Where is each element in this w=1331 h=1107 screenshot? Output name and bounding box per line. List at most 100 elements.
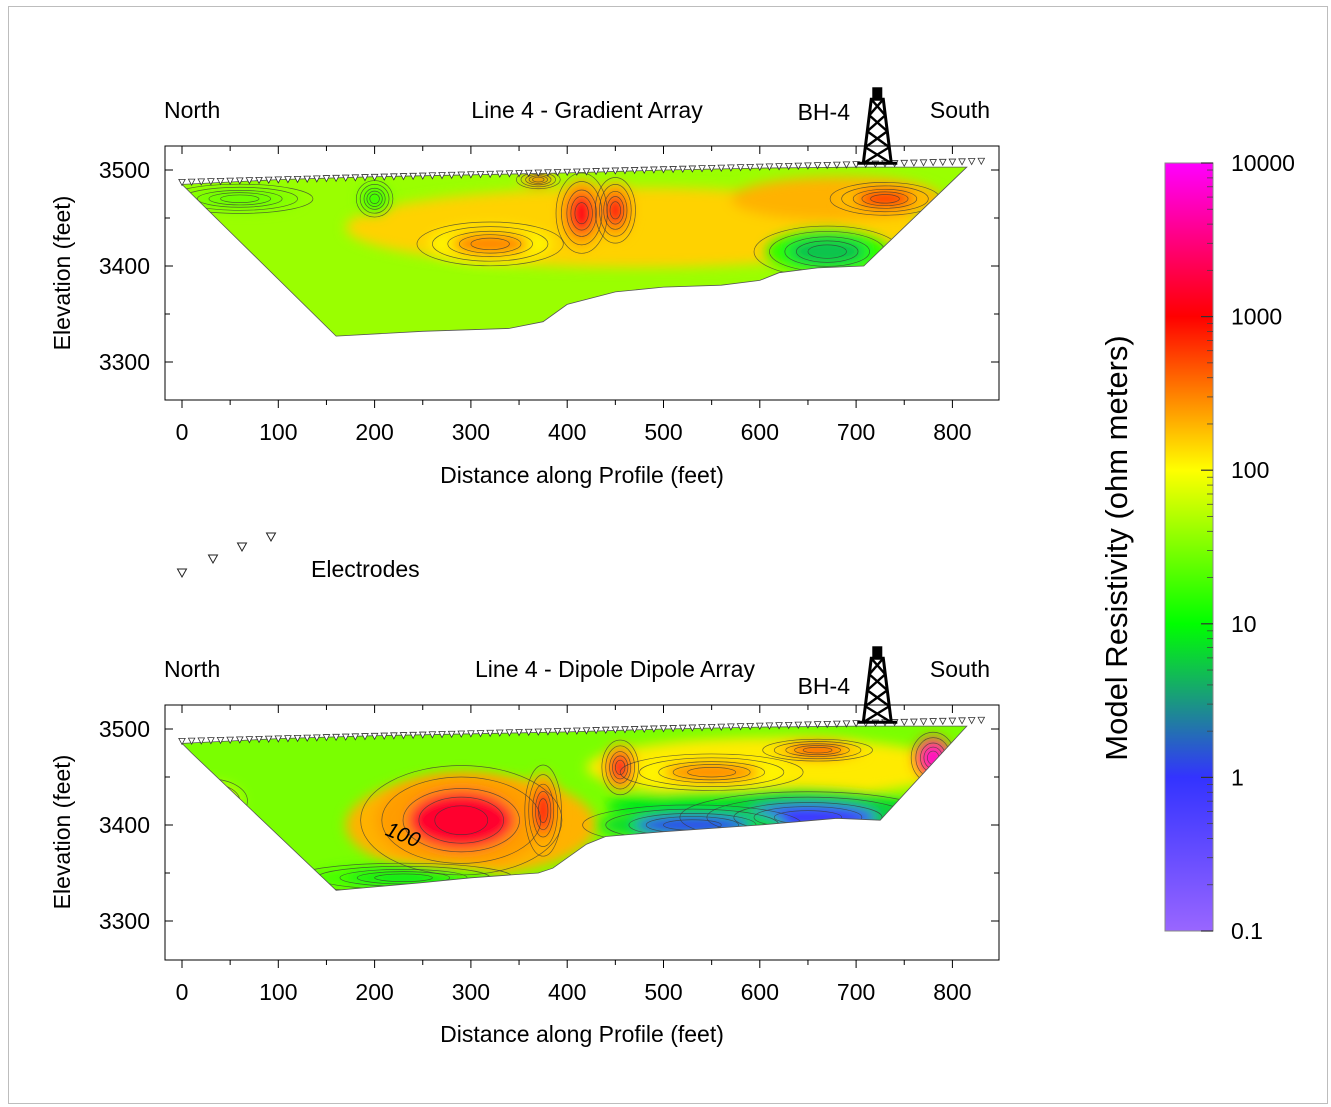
x-tick-label: 500 bbox=[644, 979, 682, 1005]
electrode-marker bbox=[919, 159, 928, 167]
electrode-marker bbox=[900, 718, 909, 727]
contour-line bbox=[762, 738, 873, 762]
contour-line bbox=[566, 189, 597, 237]
contour-line bbox=[458, 234, 522, 254]
electrode-marker bbox=[322, 734, 331, 742]
electrode-marker bbox=[563, 168, 572, 177]
electrode-marker bbox=[650, 725, 658, 733]
contour-line bbox=[434, 805, 489, 835]
contour-line bbox=[182, 783, 241, 819]
electrode-marker bbox=[813, 162, 822, 170]
electrode-marker bbox=[804, 162, 812, 170]
x-tick-label: 100 bbox=[259, 979, 297, 1005]
contour-line bbox=[852, 188, 918, 209]
contour-line bbox=[220, 194, 260, 203]
electrode-marker bbox=[303, 734, 312, 742]
electrode-marker bbox=[611, 167, 620, 175]
y-tick-label: 3300 bbox=[99, 349, 150, 375]
electrode-marker bbox=[264, 735, 273, 743]
electrode-marker bbox=[486, 729, 495, 738]
colorbar-tick-label: 10000 bbox=[1231, 150, 1295, 176]
contour-line bbox=[606, 196, 625, 225]
anomaly bbox=[788, 238, 866, 266]
electrode-marker bbox=[178, 738, 186, 746]
electrode-marker bbox=[601, 726, 610, 735]
electrode-marker bbox=[457, 730, 466, 738]
contour-line bbox=[182, 778, 248, 824]
electrode-marker bbox=[669, 725, 677, 733]
y-tick-label: 3300 bbox=[99, 908, 150, 934]
electrode-marker bbox=[428, 731, 437, 739]
electrode-marker bbox=[235, 177, 244, 185]
electrode-marker bbox=[601, 167, 610, 176]
electrode-marker bbox=[380, 732, 389, 740]
electrode-marker bbox=[245, 736, 254, 744]
electrode-marker bbox=[823, 161, 832, 170]
contour-line bbox=[639, 757, 785, 787]
electrode-marker bbox=[207, 737, 215, 745]
electrode-marker bbox=[746, 722, 755, 731]
electrode-marker bbox=[650, 166, 658, 174]
colorbar-gradient bbox=[1164, 162, 1214, 932]
anomaly bbox=[451, 232, 529, 256]
electrode-marker bbox=[197, 737, 206, 745]
contour-line bbox=[402, 788, 520, 853]
contour-line bbox=[561, 181, 603, 246]
electrode-marker bbox=[235, 736, 244, 744]
plot-frame bbox=[164, 145, 1000, 401]
electrode-marker bbox=[476, 171, 485, 179]
anomaly bbox=[856, 190, 914, 208]
electrode-marker bbox=[910, 718, 918, 726]
contour-line bbox=[197, 190, 283, 208]
electrode-marker bbox=[977, 716, 986, 725]
contour-line bbox=[369, 193, 380, 204]
borehole-label: BH-4 bbox=[798, 99, 851, 125]
contour-line bbox=[366, 190, 383, 207]
anomaly-halo bbox=[182, 782, 242, 820]
electrode-marker bbox=[389, 732, 398, 740]
contour-line bbox=[532, 176, 545, 183]
electrode-marker bbox=[582, 168, 591, 176]
contour-line bbox=[861, 191, 909, 207]
electrode-marker bbox=[678, 724, 687, 733]
electrode-marker bbox=[563, 727, 572, 736]
electrode-marker bbox=[784, 162, 793, 171]
contour-line bbox=[603, 190, 628, 230]
electrode-markers bbox=[178, 716, 986, 746]
electrode-marker bbox=[775, 722, 783, 730]
contour-line bbox=[447, 230, 533, 257]
electrode-marker bbox=[717, 164, 726, 173]
electrode-marker bbox=[226, 177, 235, 185]
electrode-marker bbox=[447, 730, 456, 739]
electrode-marker bbox=[178, 178, 186, 187]
anomaly bbox=[568, 192, 596, 235]
anomaly bbox=[191, 789, 231, 813]
y-tick-label: 3400 bbox=[99, 812, 150, 838]
electrode-marker bbox=[428, 172, 437, 180]
x-tick-label: 200 bbox=[355, 419, 393, 445]
contour-line bbox=[189, 787, 233, 815]
contour-line bbox=[784, 236, 870, 267]
electrode-marker bbox=[592, 727, 600, 735]
contour-line bbox=[614, 759, 626, 775]
south-label: South bbox=[930, 656, 990, 682]
electrode-marker bbox=[544, 169, 552, 177]
electrode-marker bbox=[784, 721, 793, 730]
electrode-marker bbox=[187, 737, 196, 745]
colorbar-tick-label: 1000 bbox=[1231, 304, 1282, 330]
x-tick-label: 600 bbox=[741, 419, 779, 445]
north-label: North bbox=[164, 656, 220, 682]
electrode-marker bbox=[207, 178, 215, 186]
electrode-marker bbox=[534, 169, 543, 177]
contour-line bbox=[870, 194, 900, 204]
electrode-marker bbox=[582, 727, 591, 735]
contour-line bbox=[182, 186, 298, 211]
electrode-marker bbox=[255, 176, 263, 185]
electrode-marker bbox=[418, 731, 427, 739]
electrode-marker bbox=[264, 176, 273, 184]
electrode-marker bbox=[948, 158, 957, 166]
contour-line bbox=[609, 201, 621, 220]
anomaly bbox=[526, 174, 550, 185]
contour-line bbox=[658, 761, 765, 784]
electrode-marker bbox=[621, 167, 629, 175]
